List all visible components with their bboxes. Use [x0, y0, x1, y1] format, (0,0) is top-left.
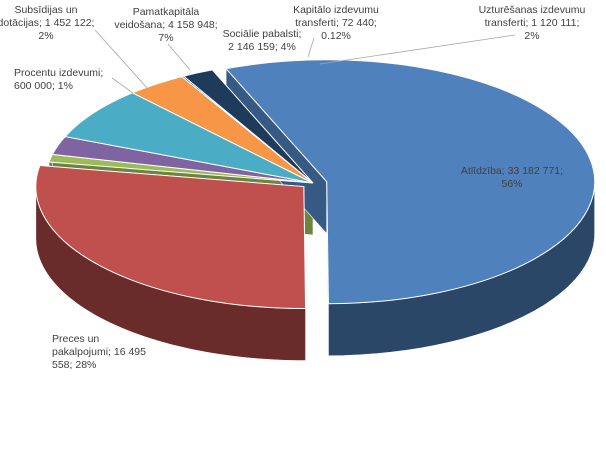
leader-pamatkapitala: [167, 43, 191, 71]
data-label-procentu: Procentu izdevumi; 600 000; 1%: [14, 67, 103, 92]
leader-subsidijas: [94, 29, 149, 90]
data-label-atlidziba: Atlīdzība; 33 182 771; 56%: [461, 165, 563, 190]
data-label-pamatkapitala: Pamatkapitāla veidošana; 4 158 948; 7%: [114, 6, 217, 44]
leader-kapitalo: [307, 37, 315, 58]
slice-uzturesanas: [182, 69, 314, 184]
data-label-uzturesanas: Uzturēšanas izdevumu transferti; 1 120 11…: [479, 4, 586, 42]
leader-uzturesanas: [319, 34, 516, 65]
leader-procentu: [111, 77, 134, 94]
data-label-subsidijas: Subsīdijas un dotācijas; 1 452 122; 2%: [0, 4, 94, 42]
slice-atlidziba: [225, 59, 596, 305]
pie-tops: [35, 59, 596, 310]
data-label-preces: Preces un pakalpojumi; 16 495 558; 28%: [52, 333, 146, 371]
data-label-kapitalo: Kapitālo izdevumu transferti; 72 440; 0.12…: [293, 4, 379, 42]
slice-pamatkapitala: [64, 92, 314, 184]
pie-labels: Atlīdzība; 33 182 771; 56% Preces un pakalp…: [0, 4, 586, 371]
data-label-socialie: Sociālie pabalsti; 2 146 159; 4%: [223, 28, 302, 53]
slice-preces: [35, 165, 307, 310]
